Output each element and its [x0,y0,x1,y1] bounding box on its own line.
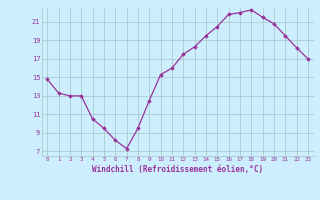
X-axis label: Windchill (Refroidissement éolien,°C): Windchill (Refroidissement éolien,°C) [92,165,263,174]
